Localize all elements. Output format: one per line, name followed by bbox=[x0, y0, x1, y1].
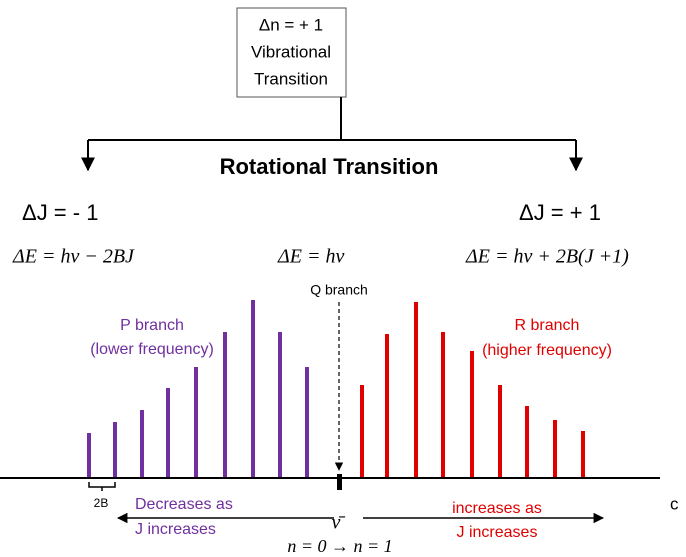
r-trend: J increases bbox=[457, 524, 538, 541]
p-branch-label: P branch bbox=[120, 317, 184, 334]
connectors bbox=[81, 97, 583, 172]
box-line: Δn = + 1 bbox=[259, 15, 323, 34]
origin-mark bbox=[337, 474, 342, 490]
spacing-bracket bbox=[88, 482, 116, 491]
r-branch-note: (higher frequency) bbox=[482, 342, 612, 359]
equation: ΔE = hν bbox=[277, 246, 344, 268]
p-branch-note: (lower frequency) bbox=[90, 341, 214, 358]
equation: ΔE = hν + 2B(J +1) bbox=[465, 246, 629, 268]
delta-j: ΔJ = + 1 bbox=[519, 200, 601, 225]
axis-unit: c bbox=[670, 494, 679, 513]
q-branch-label: Q branch bbox=[310, 282, 368, 298]
r-branch-lines bbox=[360, 302, 585, 478]
box-line: Vibrational bbox=[251, 42, 331, 61]
nu-bar: ν̄ bbox=[332, 512, 346, 534]
spacing-label: 2B bbox=[94, 496, 109, 510]
p-trend: J increases bbox=[135, 521, 216, 538]
vibrational-change: n = 0 → n = 1 bbox=[287, 536, 392, 556]
delta-j: ΔJ = - 1 bbox=[22, 200, 98, 225]
transition-box bbox=[236, 7, 347, 98]
r-branch-label: R branch bbox=[515, 317, 580, 334]
p-branch-lines bbox=[87, 300, 309, 478]
p-trend: Decreases as bbox=[135, 496, 233, 513]
equation: ΔE = hν − 2BJ bbox=[12, 246, 135, 268]
r-trend: increases as bbox=[452, 500, 542, 517]
box-line: Transition bbox=[254, 69, 328, 88]
heading: Rotational Transition bbox=[220, 154, 439, 179]
